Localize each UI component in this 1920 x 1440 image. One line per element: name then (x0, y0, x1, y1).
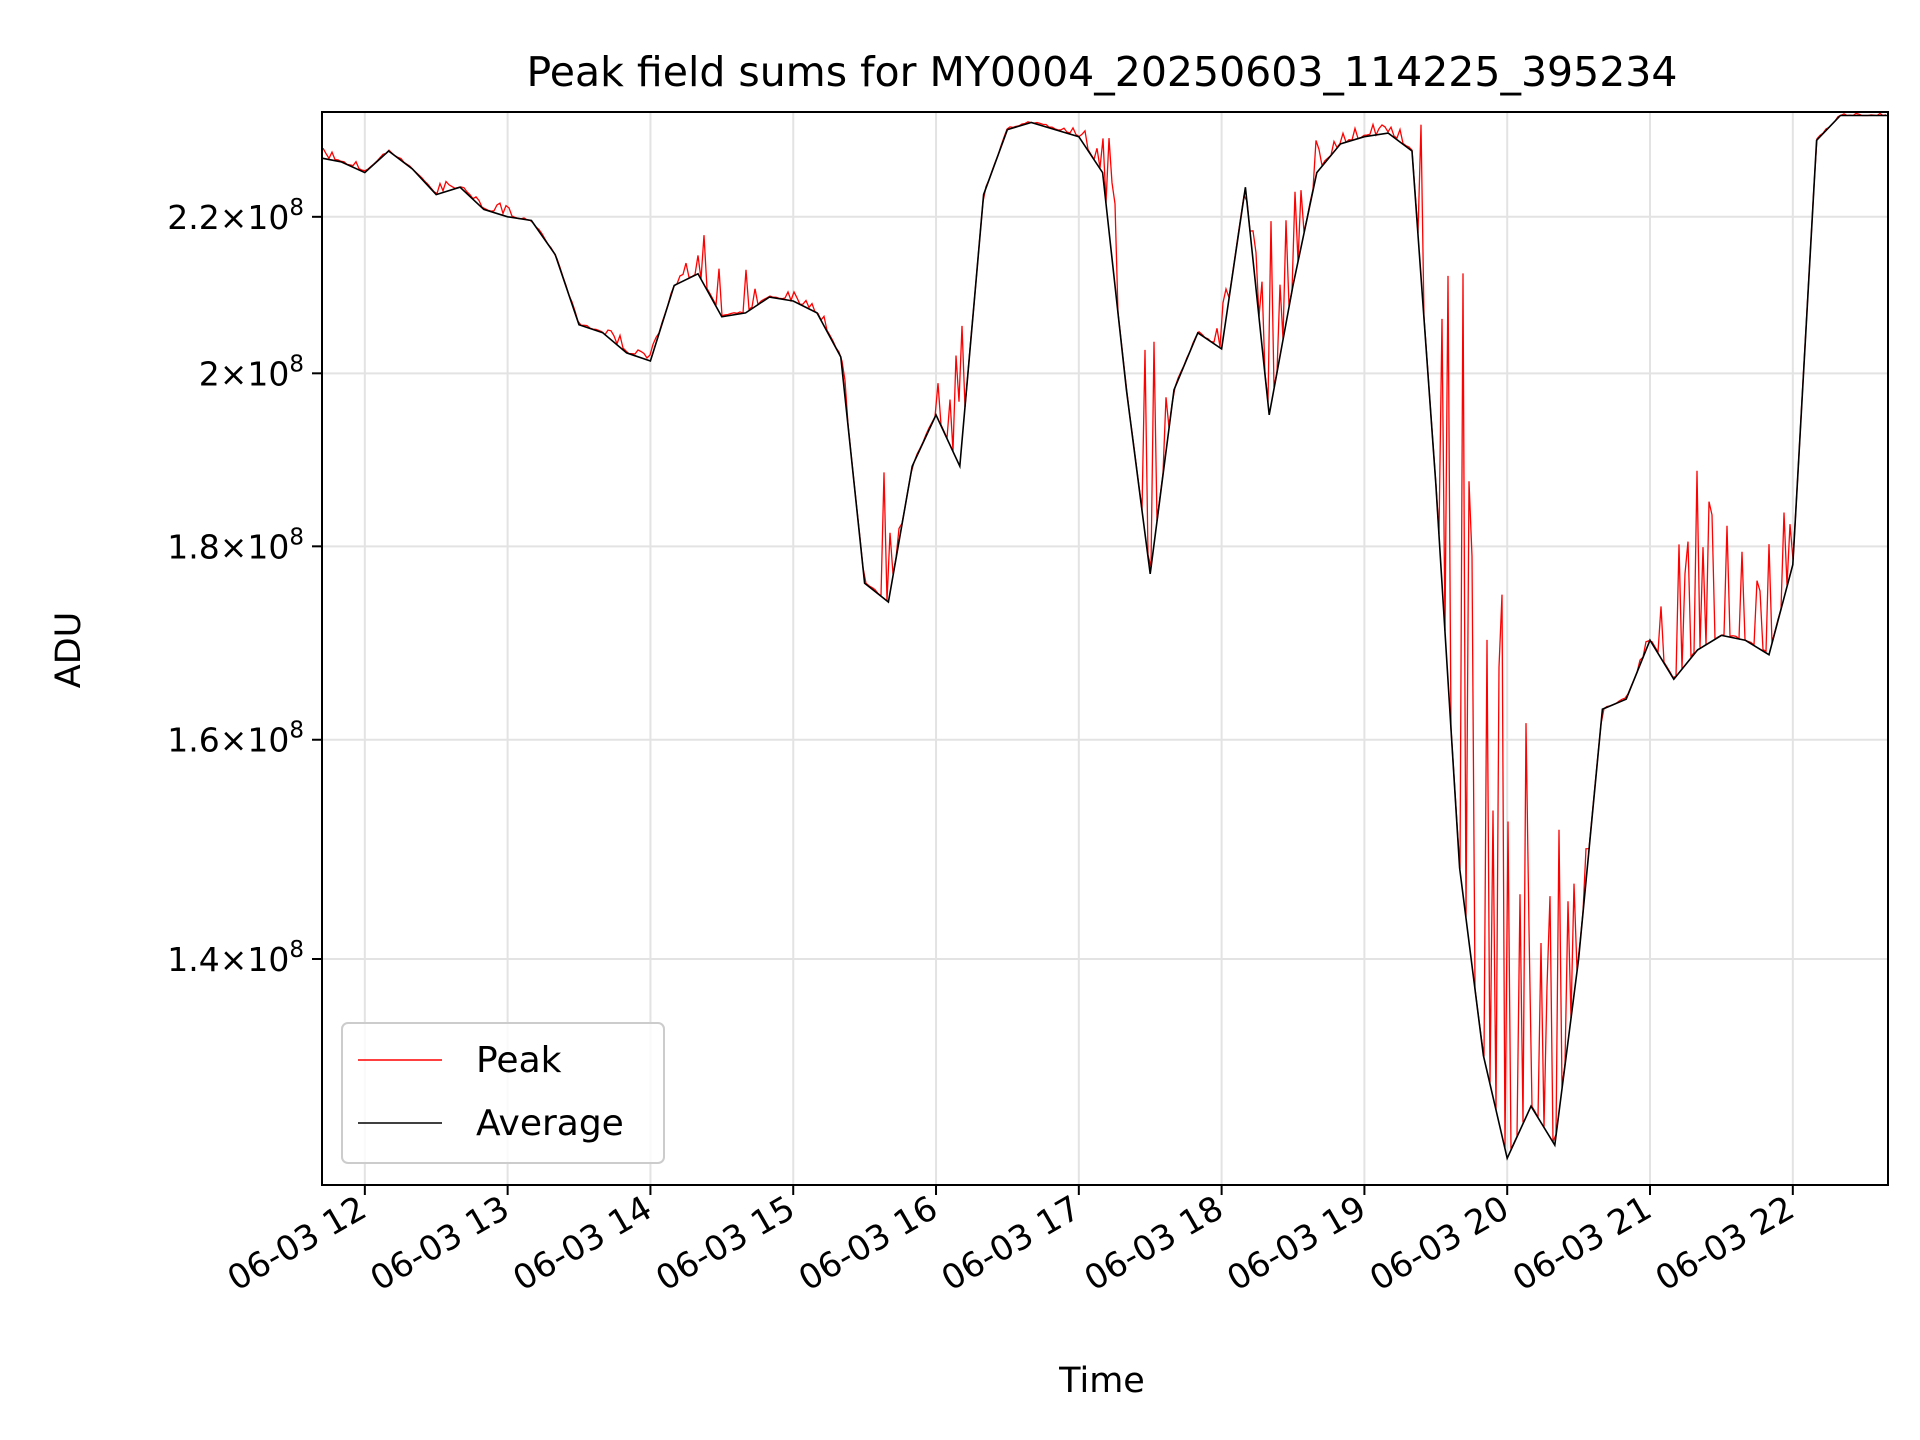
legend-average-label: Average (476, 1103, 624, 1144)
y-tick-label: 2×108 (199, 351, 304, 393)
legend-peak-label: Peak (476, 1040, 562, 1081)
y-tick-label: 2.2×108 (167, 195, 304, 237)
x-axis-label: Time (1058, 1361, 1145, 1401)
series-peak-line (322, 112, 1887, 1150)
plot-series (321, 112, 1888, 1161)
series-average-line (321, 114, 1888, 1161)
plot-frame (321, 111, 1889, 1186)
y-axis: 1.4×108 1.6×108 1.8×108 2×108 2.2×108 (167, 195, 322, 979)
y-tick-label: 1.8×108 (167, 524, 304, 566)
y-axis-label: ADU (49, 612, 89, 689)
legend: Peak Average (341, 1022, 665, 1164)
grid (322, 112, 1888, 1185)
chart-title: Peak field sums for MY0004_20250603_1142… (527, 48, 1678, 96)
legend-box (341, 1022, 665, 1164)
y-tick-label: 1.6×108 (167, 718, 304, 760)
y-tick-label: 1.4×108 (167, 937, 304, 979)
